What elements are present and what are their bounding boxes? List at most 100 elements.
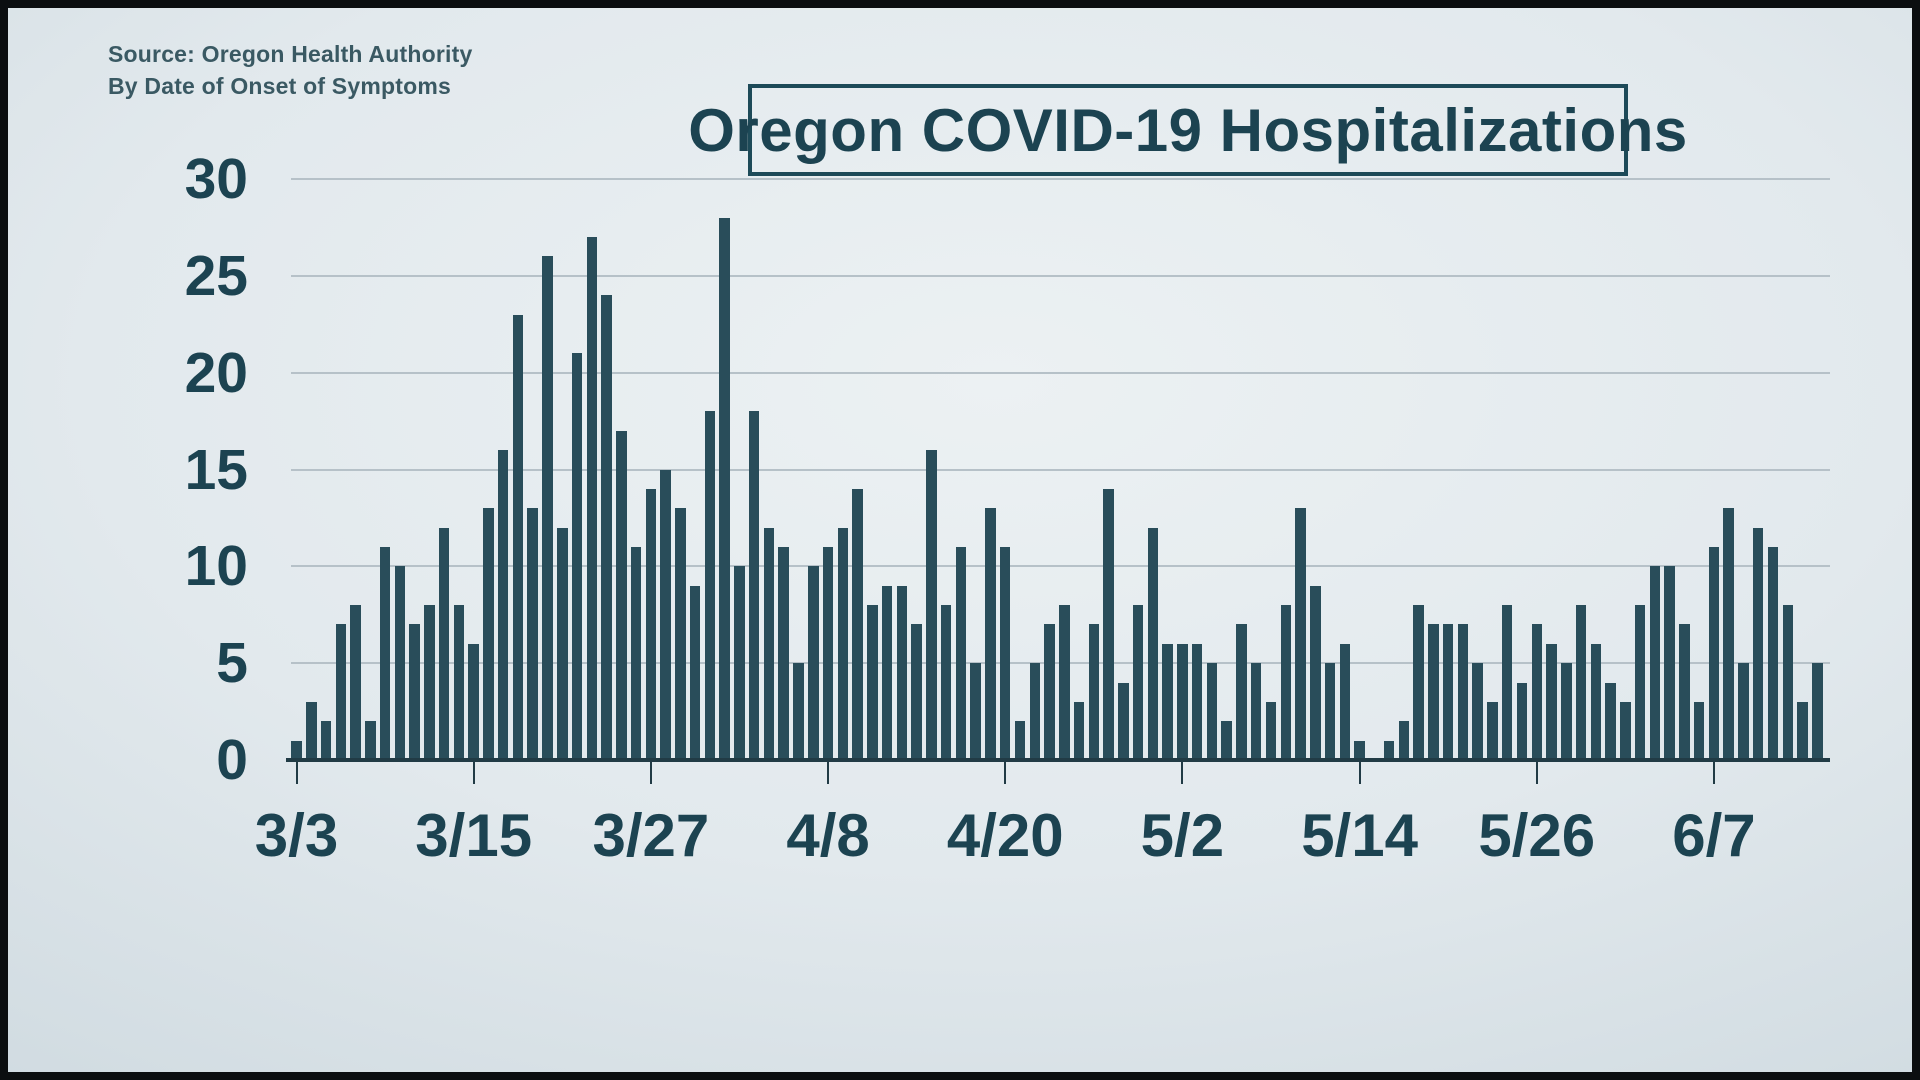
y-axis-label-5: 5 xyxy=(216,631,248,696)
bar-4/9 xyxy=(837,527,849,760)
y-axis-label-25: 25 xyxy=(184,243,248,308)
bar-chart-plot-area: 0 5 10 15 20 25 30 3/3 3/15 3/27 4/8 4/20 5/2 5/14 5/2… xyxy=(8,8,1912,1072)
bar-5/27 xyxy=(1546,643,1557,760)
bar-5/26 xyxy=(1531,624,1542,760)
bar-4/23 xyxy=(1044,624,1055,760)
x-axis-label-5/14: 5/14 xyxy=(1301,802,1418,869)
bar-5/2 xyxy=(1177,643,1188,760)
bar-3/31 xyxy=(704,411,716,760)
bar-6/1 xyxy=(1620,701,1631,760)
bar-3/14 xyxy=(453,605,465,760)
bar-3/23 xyxy=(586,237,598,760)
bar-5/29 xyxy=(1575,605,1587,760)
bar-6/10 xyxy=(1752,527,1764,760)
bar-5/7 xyxy=(1250,663,1262,760)
bar-4/5 xyxy=(778,546,789,760)
bar-3/7 xyxy=(350,605,361,760)
y-axis-label-30: 30 xyxy=(184,147,248,211)
bar-5/17 xyxy=(1398,721,1410,760)
bar-3/3 xyxy=(291,740,302,760)
bar-3/29 xyxy=(675,508,686,760)
bar-3/28 xyxy=(660,469,671,760)
bar-3/27 xyxy=(645,488,657,760)
bar-4/20 xyxy=(999,546,1011,760)
x-axis-label-3/3: 3/3 xyxy=(254,802,339,869)
x-axis-tick-4/20 xyxy=(1004,762,1007,784)
bar-5/14 xyxy=(1354,740,1365,760)
bar-3/12 xyxy=(424,605,435,760)
bar-3/15 xyxy=(468,643,479,760)
bar-5/6 xyxy=(1236,624,1247,760)
bar-3/4 xyxy=(306,701,317,760)
bar-5/1 xyxy=(1162,643,1173,760)
bar-3/10 xyxy=(394,566,406,760)
bar-6/14 xyxy=(1812,663,1823,760)
bar-4/17 xyxy=(955,546,967,760)
source-note-line1: Source: Oregon Health Authority xyxy=(108,41,473,67)
bar-4/19 xyxy=(985,508,996,760)
y-axis-label-20: 20 xyxy=(184,340,248,405)
x-axis-tick-6/7 xyxy=(1712,762,1715,784)
bar-5/4 xyxy=(1206,663,1218,760)
x-axis-label-5/26: 5/26 xyxy=(1478,802,1596,869)
bar-3/13 xyxy=(438,527,450,760)
bar-5/31 xyxy=(1605,682,1616,760)
bar-4/6 xyxy=(793,663,804,760)
bar-6/2 xyxy=(1634,605,1646,760)
bar-3/6 xyxy=(335,624,347,760)
bar-3/22 xyxy=(571,353,583,760)
bar-3/21 xyxy=(557,527,568,760)
bar-4/3 xyxy=(748,411,760,760)
bar-4/29 xyxy=(1132,605,1144,760)
gridline-25 xyxy=(291,274,1830,277)
x-axis-label-6/7: 6/7 xyxy=(1672,802,1756,869)
x-axis-label-3/15: 3/15 xyxy=(415,802,533,869)
bar-4/21 xyxy=(1014,721,1026,760)
chart-title: Oregon COVID-19 Hospitalizations xyxy=(688,96,1688,164)
bar-4/4 xyxy=(763,527,775,760)
x-axis-tick-4/8 xyxy=(827,762,830,784)
bar-6/12 xyxy=(1782,605,1793,760)
bar-6/11 xyxy=(1767,546,1779,760)
bar-3/26 xyxy=(630,546,642,760)
bar-4/22 xyxy=(1029,663,1040,760)
bar-4/2 xyxy=(734,566,745,760)
bar-4/16 xyxy=(940,605,952,760)
bar-3/24 xyxy=(601,295,612,760)
x-axis-tick-5/14 xyxy=(1358,762,1361,784)
bar-3/20 xyxy=(542,256,553,760)
y-axis-label-10: 10 xyxy=(184,534,248,599)
bar-6/5 xyxy=(1679,624,1690,760)
bar-4/30 xyxy=(1147,527,1159,760)
bar-6/13 xyxy=(1797,701,1808,760)
bar-4/27 xyxy=(1103,488,1114,760)
x-axis-tick-5/26 xyxy=(1535,762,1538,784)
bar-5/8 xyxy=(1265,701,1277,760)
bar-5/28 xyxy=(1561,663,1572,760)
bar-5/12 xyxy=(1324,663,1336,760)
bar-5/23 xyxy=(1487,701,1498,760)
bar-5/9 xyxy=(1280,605,1291,760)
bar-5/13 xyxy=(1339,643,1351,760)
bar-3/25 xyxy=(616,430,627,760)
x-axis-label-5/2: 5/2 xyxy=(1140,802,1225,869)
gridline-10 xyxy=(291,565,1830,568)
bar-3/30 xyxy=(689,585,701,760)
x-axis-tick-5/2 xyxy=(1181,762,1184,784)
bar-4/26 xyxy=(1088,624,1100,760)
bar-3/8 xyxy=(365,721,376,760)
bar-6/9 xyxy=(1738,663,1749,760)
bar-4/11 xyxy=(867,605,878,760)
bar-4/8 xyxy=(822,546,834,760)
gridline-20 xyxy=(291,371,1830,374)
x-axis-tick-3/27 xyxy=(649,762,652,784)
bar-3/9 xyxy=(379,546,391,760)
bar-3/5 xyxy=(320,721,332,760)
bar-5/18 xyxy=(1413,605,1424,760)
x-axis-tick-3/3 xyxy=(295,762,298,784)
x-axis-label-4/20: 4/20 xyxy=(946,802,1064,869)
source-note-line2: By Date of Onset of Symptoms xyxy=(108,73,451,99)
x-axis-tick-3/15 xyxy=(472,762,475,784)
bar-6/8 xyxy=(1723,508,1734,760)
